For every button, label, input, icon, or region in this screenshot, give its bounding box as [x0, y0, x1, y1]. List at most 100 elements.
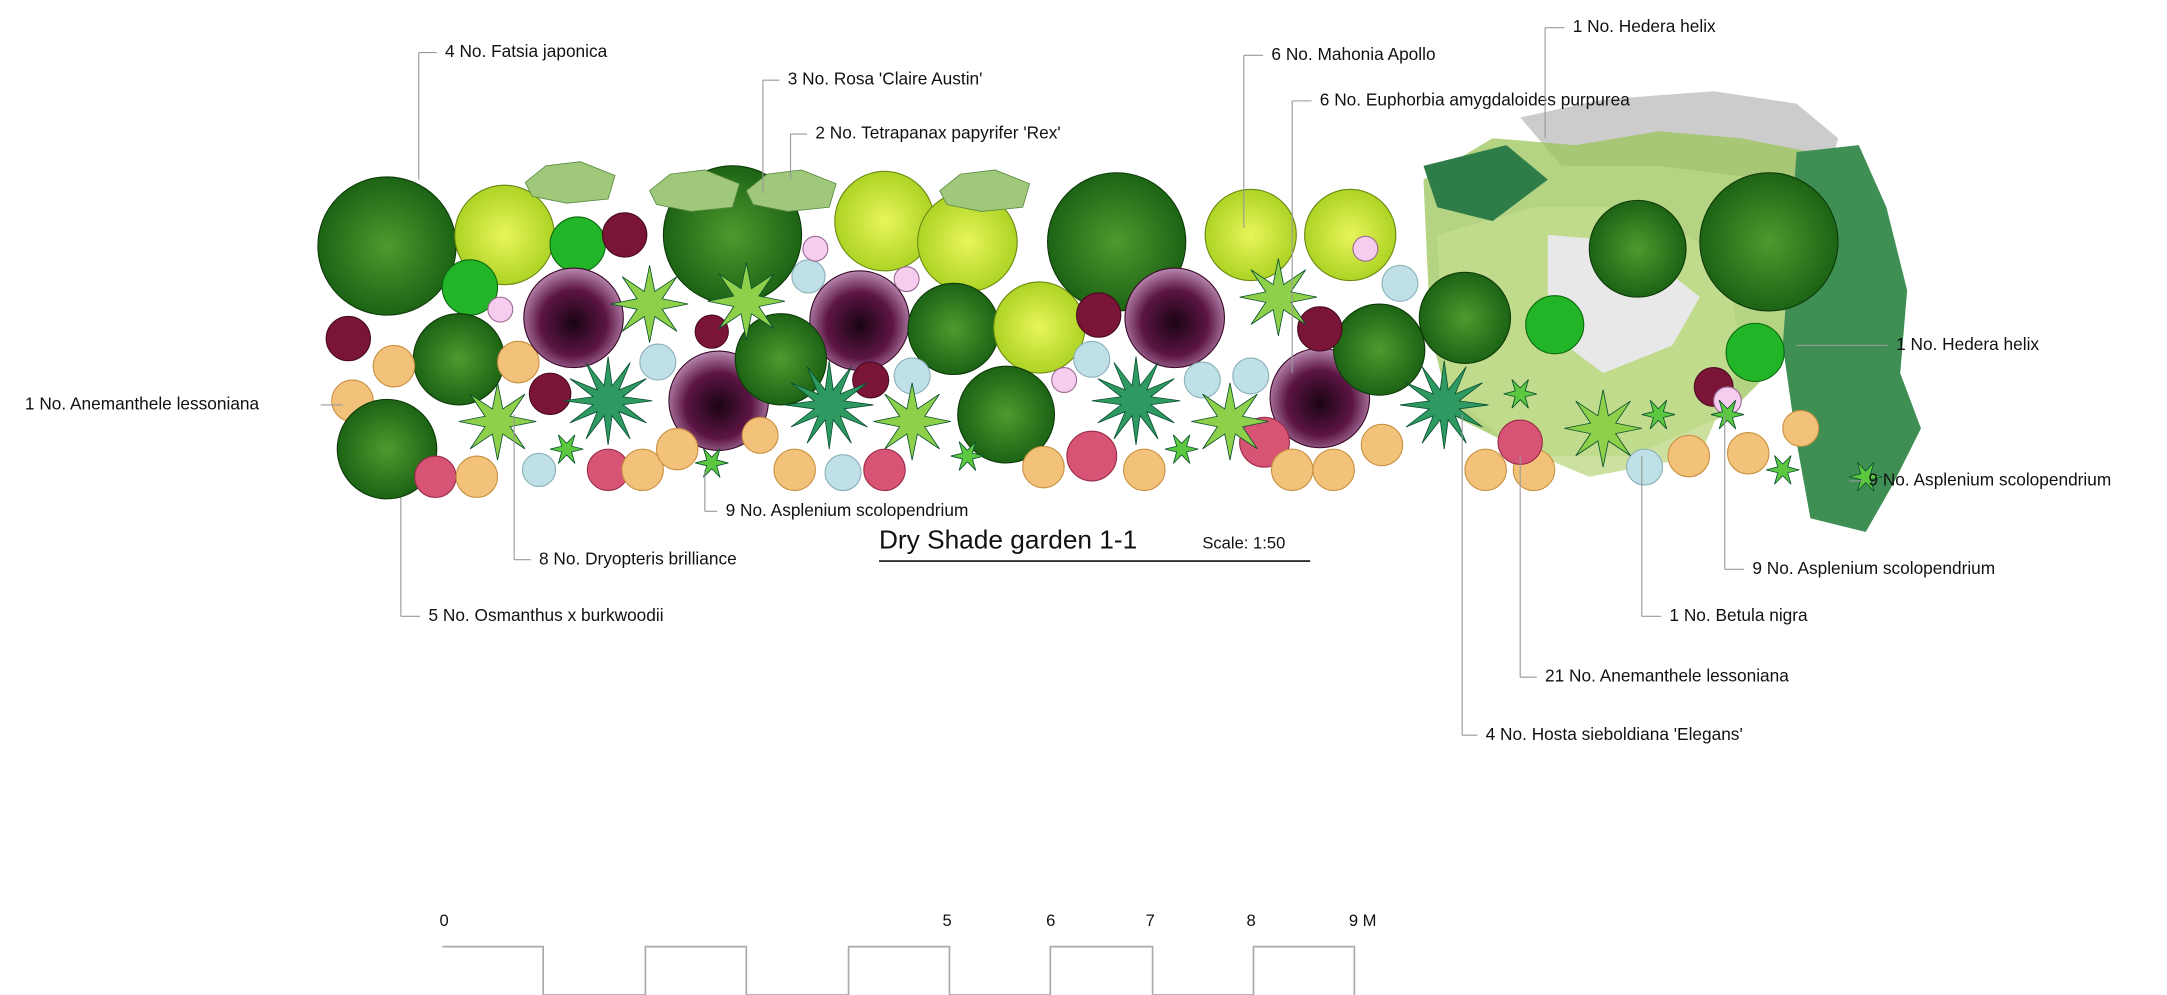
plant-label: 4 No. Fatsia japonica: [445, 41, 608, 61]
asplenium: [1641, 399, 1676, 430]
plant-label: 3 No. Rosa 'Claire Austin': [788, 69, 983, 89]
plant: [336, 398, 438, 500]
leader-line: [704, 469, 718, 512]
plant: [1726, 431, 1770, 475]
plant: [1239, 416, 1290, 468]
scale-label: 7: [1146, 911, 1155, 930]
scale-label: 8: [1247, 911, 1256, 930]
asplenium: [1164, 434, 1199, 464]
tetrapanax: [939, 169, 1031, 212]
succulent: [784, 360, 874, 450]
plant-label: 8 No. Dryopteris brilliance: [539, 548, 737, 568]
plant: [487, 296, 514, 323]
plant: [1333, 303, 1426, 396]
plant: [1076, 292, 1122, 338]
plant: [1725, 322, 1785, 382]
leader-line: [1724, 414, 1745, 570]
succulent: [563, 356, 653, 446]
plant: [1073, 340, 1111, 378]
plant: [957, 365, 1056, 464]
plant-label: 9 No. Asplenium scolopendrium: [1752, 558, 1995, 578]
plant: [1297, 306, 1343, 352]
plant: [1352, 235, 1379, 262]
plant-label: 1 No. Hedera helix: [1573, 16, 1716, 36]
leader-line: [400, 497, 421, 617]
tetrapanax: [524, 161, 616, 204]
scale-label: 5: [943, 911, 952, 930]
plant: [694, 314, 729, 349]
plant: [852, 361, 890, 399]
plant: [993, 281, 1086, 374]
asplenium: [1710, 399, 1745, 430]
plant: [621, 448, 664, 492]
plant: [412, 313, 506, 406]
plant: [1626, 448, 1664, 486]
scale-bar-labels: 0 5 6 7 8 9 M: [440, 911, 1377, 930]
plant-label: 1 No. Betula nigra: [1669, 605, 1808, 625]
fern: [707, 262, 786, 341]
plant: [863, 448, 906, 492]
plants: [317, 161, 1883, 500]
plant: [1051, 367, 1078, 394]
fern: [1564, 389, 1642, 468]
asplenium: [1766, 455, 1800, 485]
asplenium: [695, 448, 729, 478]
plant: [734, 313, 828, 406]
plant: [1066, 430, 1118, 482]
labels: 4 No. Fatsia japonica 3 No. Rosa 'Claire …: [25, 16, 2111, 744]
plant: [824, 454, 862, 492]
plant: [523, 267, 624, 369]
plant: [455, 455, 499, 499]
plant: [1418, 271, 1512, 365]
plant: [1304, 188, 1397, 282]
plant: [1588, 199, 1687, 298]
plant: [521, 452, 557, 487]
plant: [528, 372, 572, 416]
plan-title: Dry Shade garden 1-1: [879, 525, 1137, 555]
tetrapanax: [745, 169, 837, 212]
succulent: [1091, 356, 1181, 446]
plant: [893, 266, 920, 293]
scale-label: 0: [440, 911, 449, 930]
plant: [802, 235, 829, 262]
scale-bar: [442, 945, 1356, 995]
plant-label: 9 No. Asplenium scolopendrium: [726, 500, 969, 520]
plant-label: 5 No. Osmanthus x burkwoodii: [428, 605, 663, 625]
leader-line: [789, 133, 808, 180]
plant-label: 4 No. Hosta sieboldiana 'Elegans': [1486, 724, 1743, 744]
plant-label: 6 No. Euphorbia amygdaloides purpurea: [1320, 89, 1630, 109]
fern: [1191, 382, 1269, 461]
plant: [317, 176, 457, 316]
plant: [602, 212, 648, 258]
leader-line: [418, 51, 437, 180]
leader-line: [1461, 414, 1478, 736]
hedera-left: [1423, 145, 1548, 222]
plant-label: 6 No. Mahonia Apollo: [1271, 44, 1435, 64]
plant: [372, 344, 416, 388]
plant: [1360, 423, 1404, 467]
plant: [1381, 264, 1419, 302]
plant-label: 2 No. Tetrapanax papyrifer 'Rex': [815, 123, 1060, 143]
plant: [1123, 448, 1166, 492]
plant-label: 9 No. Asplenium scolopendrium: [1868, 469, 2111, 489]
plant-label: 21 No. Anemanthele lessoniana: [1545, 666, 1789, 686]
plant: [1232, 357, 1270, 395]
fern: [458, 382, 537, 461]
plant: [549, 216, 606, 273]
asplenium: [950, 441, 985, 471]
leader-line: [762, 79, 780, 194]
leader-line: [1291, 100, 1312, 374]
plant: [773, 448, 816, 492]
plant: [325, 315, 371, 362]
plant: [1022, 445, 1065, 489]
plant: [655, 427, 699, 471]
plant: [1782, 409, 1820, 447]
plant: [1667, 434, 1711, 478]
plant: [1525, 295, 1585, 355]
plant: [1312, 448, 1355, 492]
plant: [1124, 267, 1226, 369]
plant: [639, 343, 677, 381]
asplenium: [549, 434, 584, 464]
scale-label: 6: [1046, 911, 1055, 930]
scale-label: 9 M: [1349, 911, 1377, 930]
